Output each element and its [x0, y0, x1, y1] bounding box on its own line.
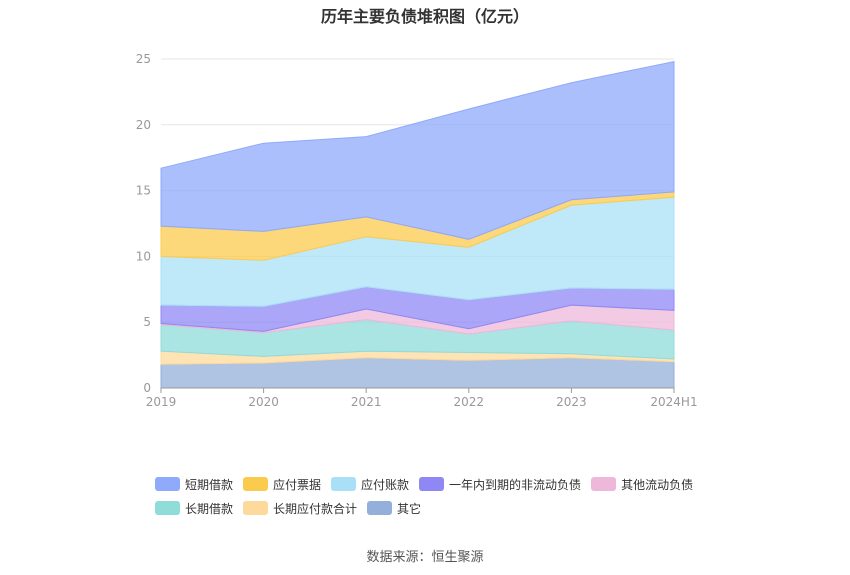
y-tick-label-20: 20	[136, 118, 151, 132]
legend-label: 一年内到期的非流动负债	[449, 477, 582, 492]
y-tick-label-25: 25	[136, 52, 151, 66]
legend-item[interactable]: 应付票据	[243, 476, 321, 493]
legend-item[interactable]: 其它	[367, 500, 421, 517]
legend-swatch	[419, 477, 445, 491]
legend-swatch	[331, 477, 357, 491]
legend-swatch	[243, 477, 269, 491]
legend-row: 长期借款 长期应付款合计 其它	[155, 496, 715, 520]
x-tick-label-0: 2019	[146, 395, 177, 409]
y-tick-label-5: 5	[143, 315, 151, 329]
legend-label: 长期借款	[185, 501, 234, 516]
legend-label: 其它	[397, 501, 422, 516]
legend-swatch	[243, 501, 269, 515]
legend-swatch	[367, 501, 393, 515]
legend-swatch	[155, 477, 180, 491]
y-tick-label-10: 10	[136, 249, 151, 263]
area-series-7	[160, 60, 675, 240]
legend-item[interactable]: 短期借款	[155, 476, 233, 493]
axes: 0 5 10 15 20 25 2019 2020 2021 2022 2023 2024H1	[136, 52, 698, 409]
legend-item[interactable]: 长期应付款合计	[243, 500, 357, 517]
area-series-group	[160, 60, 675, 389]
legend: 短期借款 应付票据 应付账款 一年内到期的非流动负债 其他流动负债长期借款 长期应付款合计…	[155, 472, 715, 520]
x-tick-label-3: 2022	[454, 395, 485, 409]
x-tick-label-4: 2023	[556, 395, 587, 409]
legend-item[interactable]: 其他流动负债	[591, 476, 693, 493]
legend-row: 短期借款 应付票据 应付账款 一年内到期的非流动负债 其他流动负债	[155, 472, 715, 496]
legend-label: 其他流动负债	[621, 477, 694, 492]
x-tick-label-1: 2020	[248, 395, 279, 409]
legend-swatch	[155, 501, 180, 515]
legend-label: 应付账款	[361, 477, 410, 492]
legend-swatch	[591, 477, 617, 491]
legend-item[interactable]: 一年内到期的非流动负债	[419, 476, 581, 493]
legend-label: 长期应付款合计	[273, 501, 358, 516]
y-tick-label-0: 0	[143, 381, 151, 395]
legend-label: 应付票据	[273, 477, 322, 492]
stacked-area-chart: 0 5 10 15 20 25 2019 2020 2021 2022 2023 2024H1	[136, 52, 698, 409]
y-tick-label-15: 15	[136, 184, 151, 198]
data-source-note: 数据来源：恒生聚源	[366, 550, 484, 565]
x-tick-label-2: 2021	[351, 395, 382, 409]
legend-label: 短期借款	[185, 477, 234, 492]
legend-item[interactable]: 应付账款	[331, 476, 409, 493]
chart-title: 历年主要负债堆积图（亿元）	[320, 7, 529, 26]
legend-item[interactable]: 长期借款	[155, 500, 233, 517]
x-tick-label-5: 2024H1	[650, 395, 697, 409]
